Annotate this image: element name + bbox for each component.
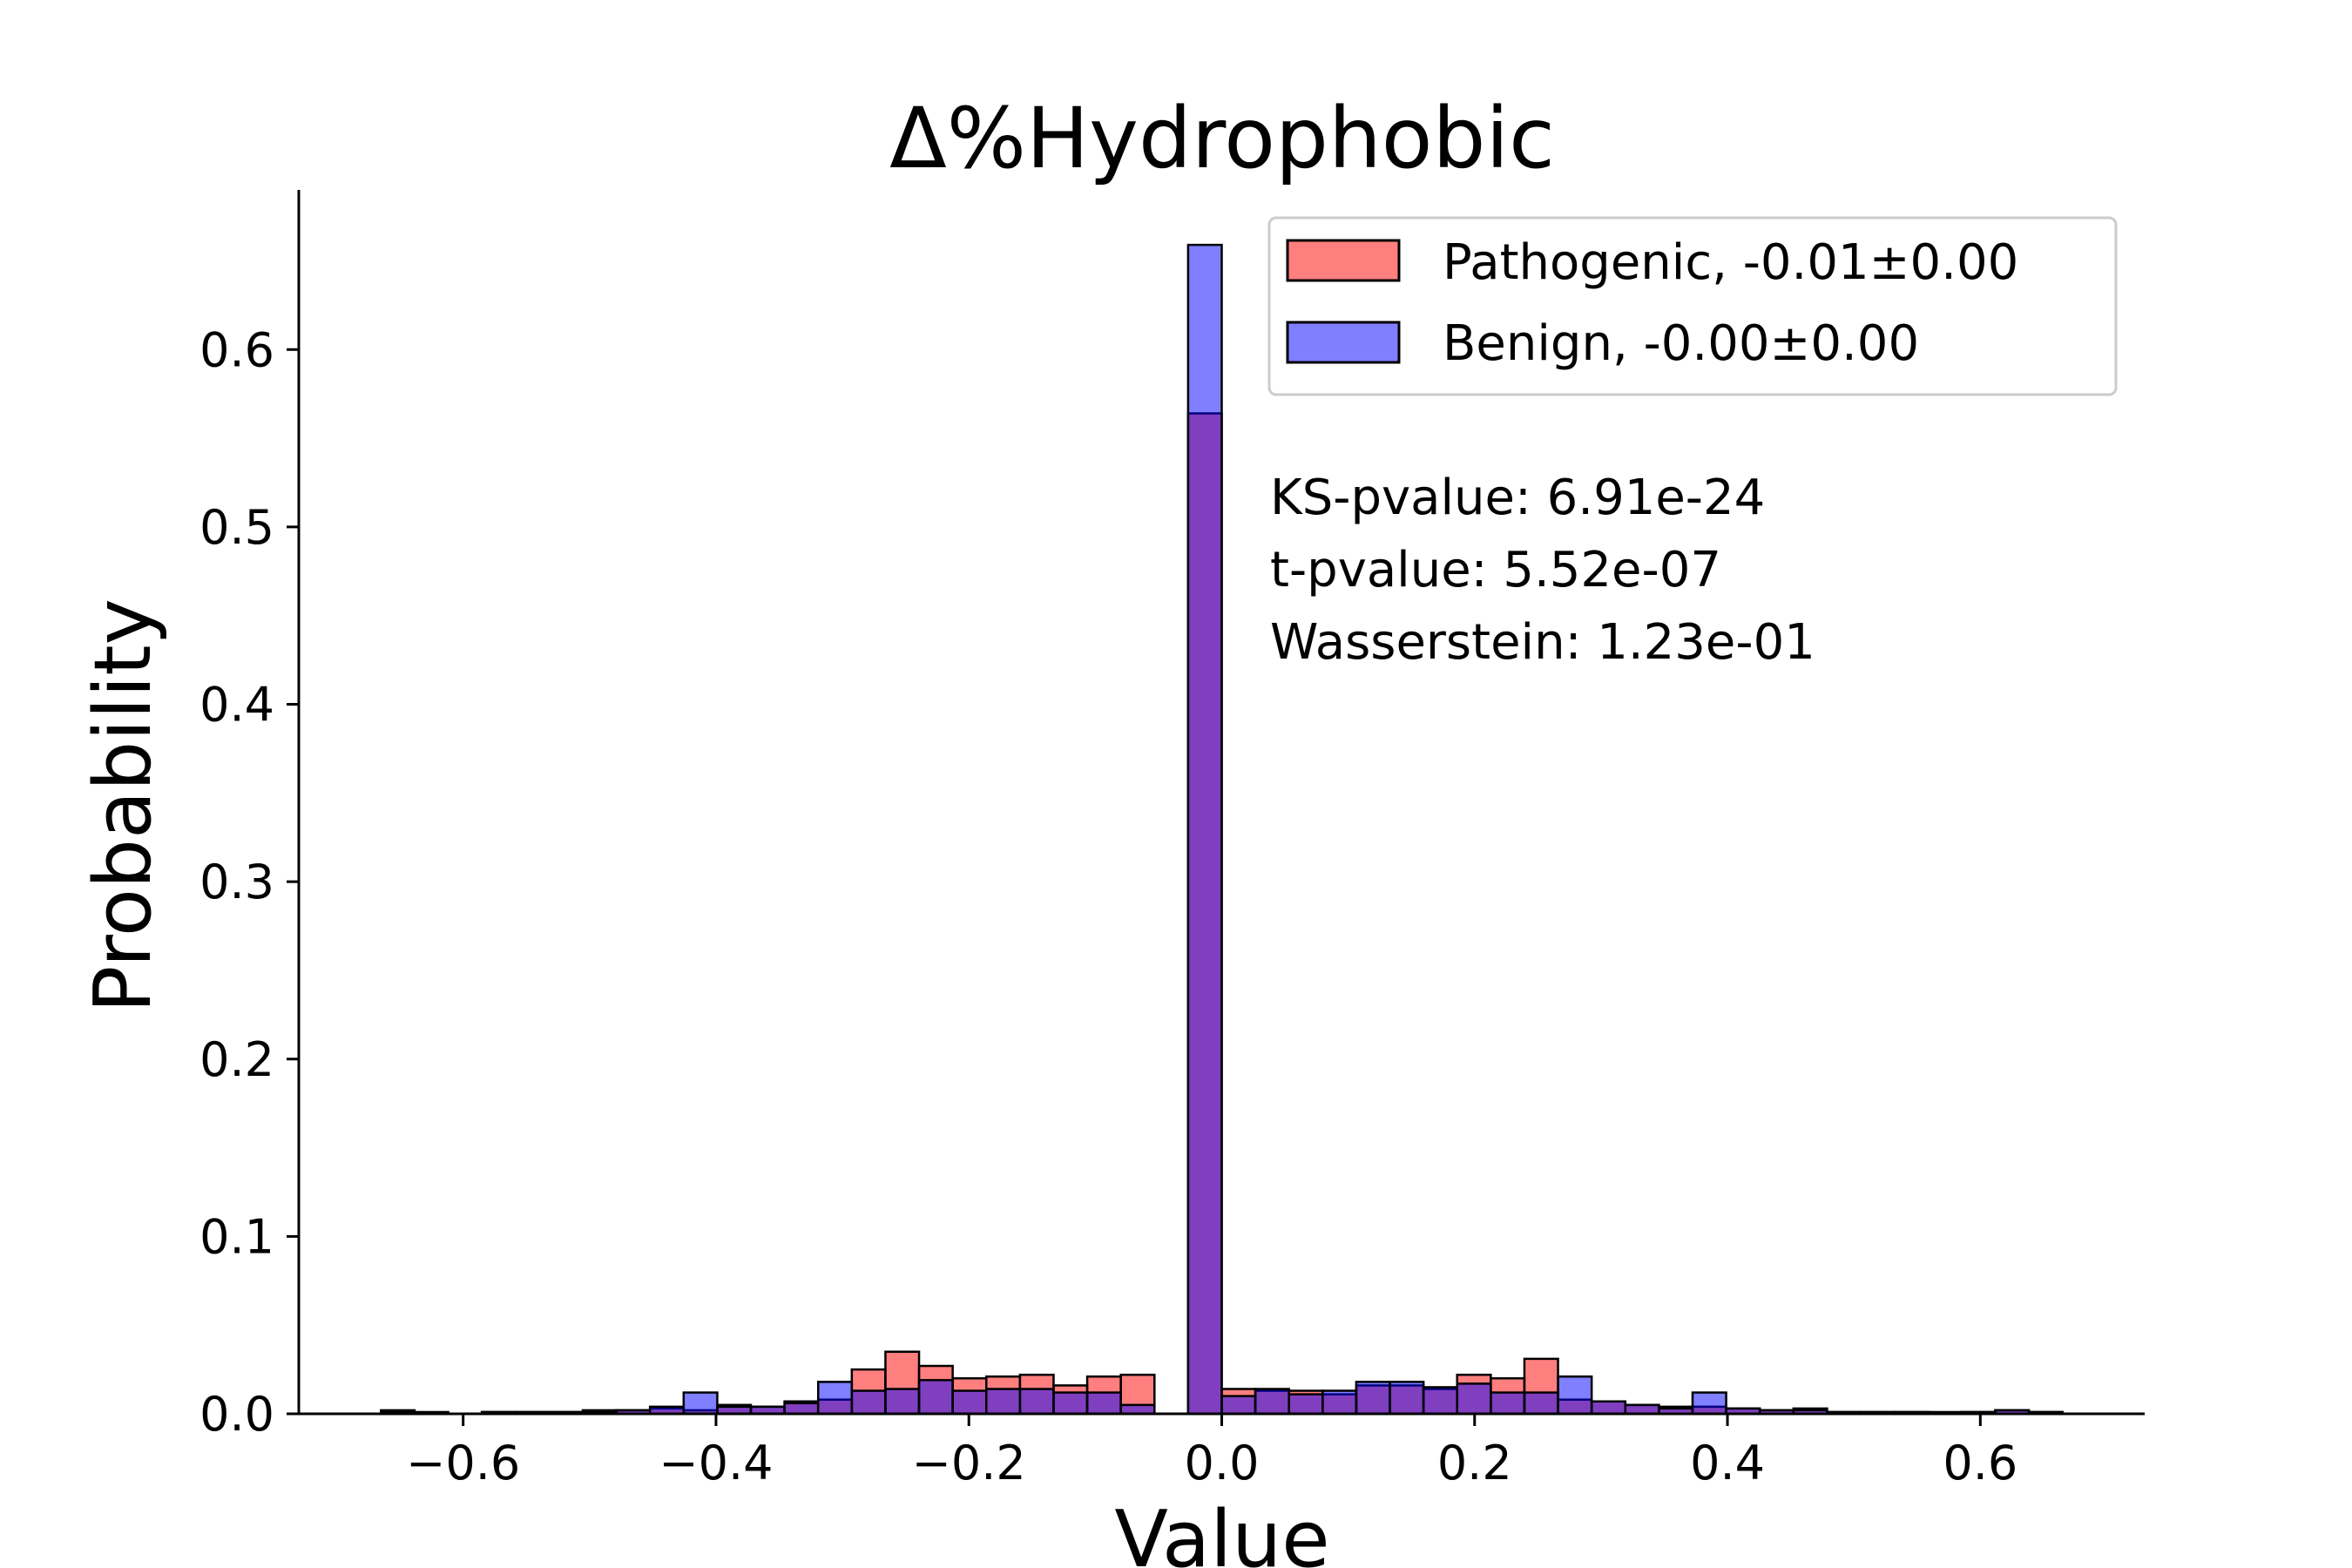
x-tick-label: 0.4 [1690,1436,1765,1490]
y-tick-label: 0.5 [199,500,274,555]
benign-bar [1590,1400,1627,1416]
benign-bar [951,1389,988,1416]
benign-bar [1186,243,1223,1416]
y-axis-label: Probability [78,598,169,1013]
benign-bar [816,1381,854,1416]
benign-bar [1624,1403,1660,1416]
benign-bar [1018,1388,1055,1416]
x-ticks: −0.6 −0.4 −0.2 0.0 0.2 0.4 0.6 [406,1414,2017,1490]
x-tick-label: −0.2 [912,1436,1026,1490]
benign-bar [1456,1382,1492,1416]
benign-bar [1085,1391,1122,1416]
benign-bar [1557,1375,1593,1416]
y-tick-label: 0.3 [199,855,274,909]
ks-pvalue-text: KS-pvalue: 6.91e-24 [1270,470,1765,526]
chart-title: Δ%Hydrophobic [889,90,1555,187]
benign-bar [985,1388,1022,1416]
x-tick-label: −0.4 [659,1436,773,1490]
benign-bar [783,1402,820,1416]
benign-bar [1389,1381,1425,1416]
x-axis-label: Value [1114,1494,1329,1568]
legend-frame [1267,216,2118,396]
benign-bar [850,1389,887,1416]
y-tick-label: 0.4 [199,678,274,733]
benign-bar [1119,1403,1156,1416]
t-pvalue-text: t-pvalue: 5.52e-07 [1270,542,1721,598]
benign-bar [1422,1386,1458,1416]
legend-swatch-benign [1286,321,1401,364]
y-tick-label: 0.2 [199,1032,274,1087]
y-tick-label: 0.6 [199,322,274,377]
y-tick-label: 0.0 [199,1387,274,1442]
x-tick-label: 0.6 [1943,1436,2017,1490]
benign-bar [1220,1395,1257,1416]
benign-bar [1288,1393,1324,1416]
benign-bar [884,1388,921,1416]
benign-bar [1052,1391,1089,1416]
benign-bar [1523,1391,1559,1416]
benign-bar [1355,1381,1391,1416]
wasserstein-text: Wasserstein: 1.23e-01 [1270,614,1815,671]
stats-annotation: KS-pvalue: 6.91e-24 t-pvalue: 5.52e-07 W… [1270,470,1815,671]
benign-bar [917,1379,954,1416]
y-tick-label: 0.1 [199,1209,274,1264]
legend-label-benign: Benign, -0.00±0.00 [1443,315,1919,372]
x-tick-label: 0.2 [1437,1436,1512,1490]
legend-label-pathogenic: Pathogenic, -0.01±0.00 [1443,234,2018,291]
x-tick-label: −0.6 [406,1436,520,1490]
benign-bar [682,1391,719,1416]
legend: Pathogenic, -0.01±0.00 Benign, -0.00±0.0… [1267,216,2118,396]
x-tick-label: 0.0 [1185,1436,1260,1490]
benign-bar [1254,1388,1290,1416]
benign-bar [1691,1391,1727,1416]
benign-bars [380,243,2064,1416]
y-ticks: 0.0 0.1 0.2 0.3 0.4 0.5 0.6 [199,322,299,1442]
benign-bar [1490,1391,1526,1416]
benign-bar [1321,1389,1358,1416]
legend-swatch-pathogenic [1286,239,1401,282]
